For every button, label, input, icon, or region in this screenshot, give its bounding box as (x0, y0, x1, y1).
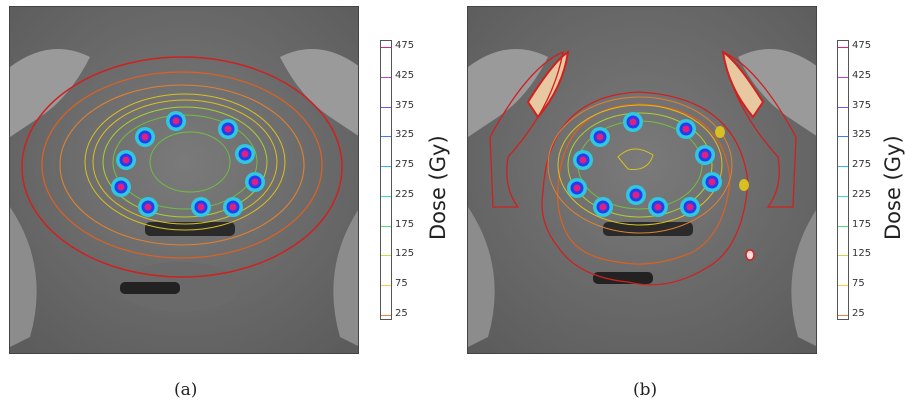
colorbar-tick (381, 285, 391, 287)
colorbar-tick (381, 315, 391, 316)
colorbar-tick (838, 285, 848, 287)
colorbar-tick-label: 375 (852, 99, 872, 111)
colorbar-tick (838, 225, 848, 227)
panel-b-caption: (b) (633, 380, 658, 400)
colorbar-tick-label: 475 (395, 40, 415, 51)
colorbar-tick (838, 255, 848, 257)
colorbar-title-b: Dose (Gy) (881, 135, 905, 240)
colorbar-a (380, 40, 392, 320)
dose-map-a-image (10, 7, 358, 353)
colorbar-tick-label: 275 (852, 159, 872, 171)
seed-markers-a (111, 111, 265, 217)
colorbar-tick-label: 375 (395, 99, 415, 111)
colorbar-tick-label: 125 (395, 248, 415, 260)
colorbar-tick (381, 225, 391, 227)
colorbar-tick (381, 106, 391, 108)
colorbar-tick (838, 195, 848, 197)
colorbar-tick-label: 25 (852, 308, 865, 319)
colorbar-tick-label: 475 (852, 40, 872, 51)
colorbar-tick (838, 106, 848, 108)
dose-map-panel-a (9, 6, 359, 354)
colorbar-tick (381, 76, 391, 78)
colorbar-tick (838, 166, 848, 168)
colorbar-tick-label: 425 (395, 69, 415, 81)
dose-map-panel-b (467, 6, 817, 354)
panel-a-caption: (a) (174, 380, 198, 400)
colorbar-tick (381, 136, 391, 138)
colorbar-tick-label: 75 (852, 278, 865, 290)
colorbar-tick (838, 136, 848, 138)
colorbar-tick (838, 47, 848, 48)
colorbar-tick-label: 75 (395, 278, 408, 290)
colorbar-tick-label: 175 (852, 218, 872, 230)
colorbar-tick-label: 275 (395, 159, 415, 171)
colorbar-b (837, 40, 849, 320)
colorbar-tick-label: 25 (395, 308, 408, 319)
colorbar-title-a: Dose (Gy) (426, 135, 450, 240)
colorbar-tick-label: 225 (852, 188, 872, 200)
colorbar-tick-label: 225 (395, 188, 415, 200)
colorbar-tick (381, 255, 391, 257)
colorbar-tick (838, 76, 848, 78)
colorbar-tick-label: 325 (395, 129, 415, 141)
colorbar-tick-label: 175 (395, 218, 415, 230)
colorbar-tick-label: 125 (852, 248, 872, 260)
colorbar-tick (381, 195, 391, 197)
colorbar-tick (381, 166, 391, 168)
colorbar-tick-label: 325 (852, 129, 872, 141)
seed-markers-b (567, 112, 722, 217)
colorbar-tick-label: 425 (852, 69, 872, 81)
dose-map-b-image (468, 7, 816, 353)
colorbar-tick (381, 47, 391, 48)
colorbar-tick (838, 315, 848, 316)
